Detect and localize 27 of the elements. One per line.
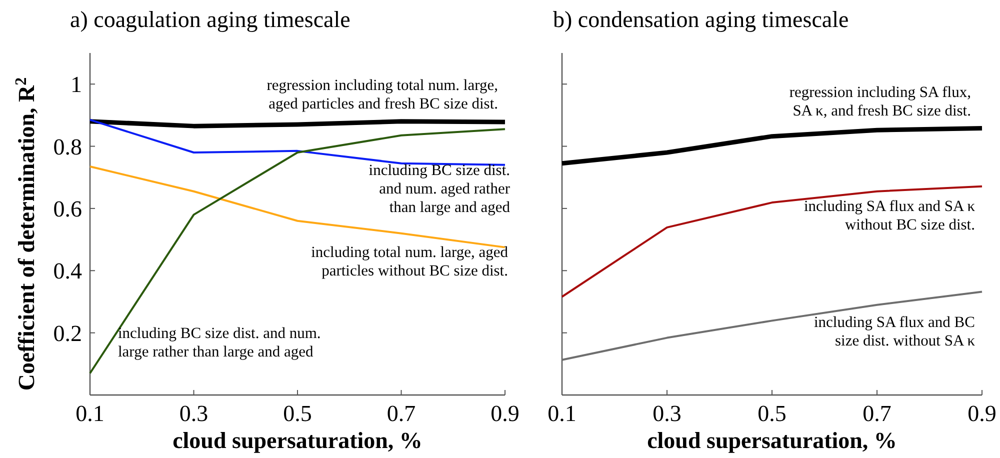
series-label: including SA flux and SA κ without BC size dist. — [804, 198, 976, 234]
x-tick-label: 0.7 — [862, 401, 892, 426]
x-tick-label: 0.7 — [386, 401, 416, 426]
x-tick-label: 0.9 — [490, 401, 520, 426]
x-axis-title: cloud supersaturation, % — [172, 428, 422, 453]
series-label: regression including total num. large, aged particles and fresh BC size dist. — [266, 77, 498, 112]
chart-title: a) coagulation aging timescale — [70, 7, 350, 32]
line-series — [89, 118, 506, 166]
x-tick-label: 0.1 — [548, 401, 576, 426]
x-tick-label: 0.9 — [968, 401, 996, 426]
x-tick-label: 0.3 — [179, 401, 208, 426]
chart-title: b) condensation aging timescale — [553, 7, 849, 32]
y-tick-label: 0.2 — [53, 320, 82, 346]
series-label: including total num. large, aged particles without BC size dist. — [311, 244, 508, 280]
series-label: including BC size dist. and num. aged rather than large and aged — [368, 162, 511, 216]
x-tick-label: 0.5 — [283, 401, 312, 426]
series-label: regression including SA flux, SA κ, and fresh BC size dist. — [789, 84, 971, 120]
x-tick-label: 0.1 — [76, 401, 104, 426]
y-tick-label: 0.8 — [53, 134, 82, 160]
x-tick-label: 0.3 — [652, 401, 682, 426]
x-axis-title: cloud supersaturation, % — [647, 428, 897, 453]
y-tick-label: 0.4 — [53, 258, 82, 284]
y-tick-label: 1 — [70, 72, 82, 98]
y-tick-label: 0.6 — [53, 196, 82, 222]
series-label: including BC size dist. and num. large rather than large and aged — [118, 325, 321, 360]
series-label: including SA flux and BC size dist. without SA κ — [814, 314, 976, 350]
x-tick-label: 0.5 — [758, 401, 786, 426]
